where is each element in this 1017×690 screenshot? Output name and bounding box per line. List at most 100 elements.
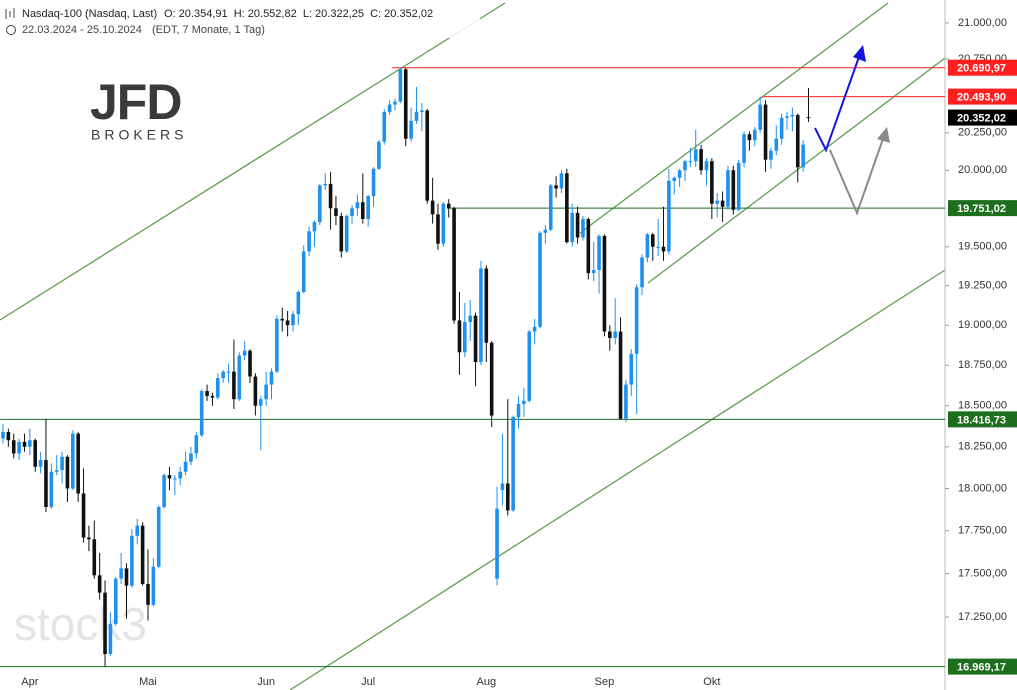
candle-body xyxy=(44,460,48,507)
header-bg xyxy=(0,0,480,38)
candle-body xyxy=(199,391,204,436)
candle-body xyxy=(103,592,107,655)
candle-body xyxy=(258,399,263,406)
watermark: stock3 xyxy=(14,598,147,650)
candle-body xyxy=(629,353,634,385)
candle-body xyxy=(216,378,220,398)
candle-body xyxy=(382,111,387,142)
candle-body xyxy=(688,161,693,163)
candle-body xyxy=(151,566,156,605)
candle-body xyxy=(344,215,349,252)
x-tick-label: Aug xyxy=(477,676,497,688)
candle-body xyxy=(634,287,639,354)
candle-body xyxy=(87,537,91,540)
candle-body xyxy=(409,120,413,139)
candle-body xyxy=(763,104,768,160)
candle-body xyxy=(334,208,338,216)
candle-body xyxy=(656,246,660,248)
candle-body xyxy=(205,391,209,396)
candle-body xyxy=(242,350,247,356)
candle-body xyxy=(441,203,446,244)
y-tick-label: 19.250,00 xyxy=(958,280,1007,292)
candle-body xyxy=(183,461,188,472)
candle-body xyxy=(468,315,472,323)
date-range: 22.03.2024 - 25.10.2024 xyxy=(22,24,142,36)
candle-body xyxy=(11,440,16,454)
candle-body xyxy=(479,268,483,362)
candle-body xyxy=(167,475,172,479)
candle-body xyxy=(328,183,333,209)
candle-body xyxy=(60,456,64,471)
x-tick-label: Sep xyxy=(595,676,615,688)
candle-body xyxy=(210,395,215,398)
candle-body xyxy=(140,525,145,584)
candle-body xyxy=(285,320,290,326)
candle-body xyxy=(377,141,381,169)
candle-body xyxy=(505,483,510,511)
candle-body xyxy=(575,212,580,238)
y-tick-label: 17.250,00 xyxy=(958,611,1007,623)
candle-body xyxy=(586,218,591,274)
clock-icon xyxy=(6,25,16,35)
candle-body xyxy=(6,431,11,441)
candle-body xyxy=(758,104,762,130)
candle-body xyxy=(280,318,285,321)
y-tick-label: 18.000,00 xyxy=(958,482,1007,494)
y-tick-label: 17.500,00 xyxy=(958,567,1007,579)
candle-body xyxy=(371,168,376,197)
candle-body xyxy=(667,180,671,252)
candle-body xyxy=(237,355,242,400)
candle-body xyxy=(22,441,27,447)
candle-body xyxy=(446,203,451,209)
candle-body xyxy=(661,246,666,252)
price-box-label: 20.352,02 xyxy=(957,112,1006,124)
candle-body xyxy=(178,471,183,479)
price-box-label: 19.751,02 xyxy=(957,203,1006,215)
candle-body xyxy=(769,150,773,160)
price-box xyxy=(948,411,1017,428)
candle-body xyxy=(221,371,225,379)
candle-body xyxy=(457,320,462,353)
candle-body xyxy=(806,117,811,119)
candle-body xyxy=(736,162,741,210)
candle-body xyxy=(683,161,687,171)
x-tick-label: Apr xyxy=(21,676,38,688)
candle-body xyxy=(548,185,553,230)
candle-body xyxy=(291,314,295,326)
x-tick-label: Jul xyxy=(361,676,375,688)
candle-body xyxy=(489,342,494,416)
candle-body xyxy=(747,134,752,141)
candle-body xyxy=(414,111,419,121)
candle-body xyxy=(49,471,54,507)
candle-body xyxy=(366,196,370,219)
candle-body xyxy=(1,431,5,439)
projection-arrow xyxy=(829,135,885,216)
y-tick-label: 19.500,00 xyxy=(958,241,1007,253)
candle-body xyxy=(113,578,118,625)
candle-body xyxy=(232,371,236,400)
candle-body xyxy=(307,231,311,252)
candle-body xyxy=(790,114,795,117)
candle-body xyxy=(613,331,617,338)
price-box-label: 18.416,73 xyxy=(957,414,1006,426)
candle-body xyxy=(425,110,430,201)
arrow-head xyxy=(853,45,866,62)
candle-body xyxy=(17,441,21,454)
candle-body xyxy=(173,478,177,480)
price-box-label: 20.493,90 xyxy=(957,92,1006,104)
x-tick-label: Mai xyxy=(139,676,157,688)
candle-body xyxy=(403,69,408,139)
y-tick-label: 21.000,00 xyxy=(958,17,1007,29)
candle-body xyxy=(511,417,515,511)
candle-body xyxy=(710,161,714,204)
candle-body xyxy=(248,350,252,377)
candle-body xyxy=(156,506,161,567)
symbol: Nasdaq-100 (Nasdaq, Last) xyxy=(22,8,157,20)
candle-body xyxy=(618,331,623,419)
candle-body xyxy=(699,149,703,171)
candle-body xyxy=(473,315,478,362)
candle-body xyxy=(275,318,279,372)
